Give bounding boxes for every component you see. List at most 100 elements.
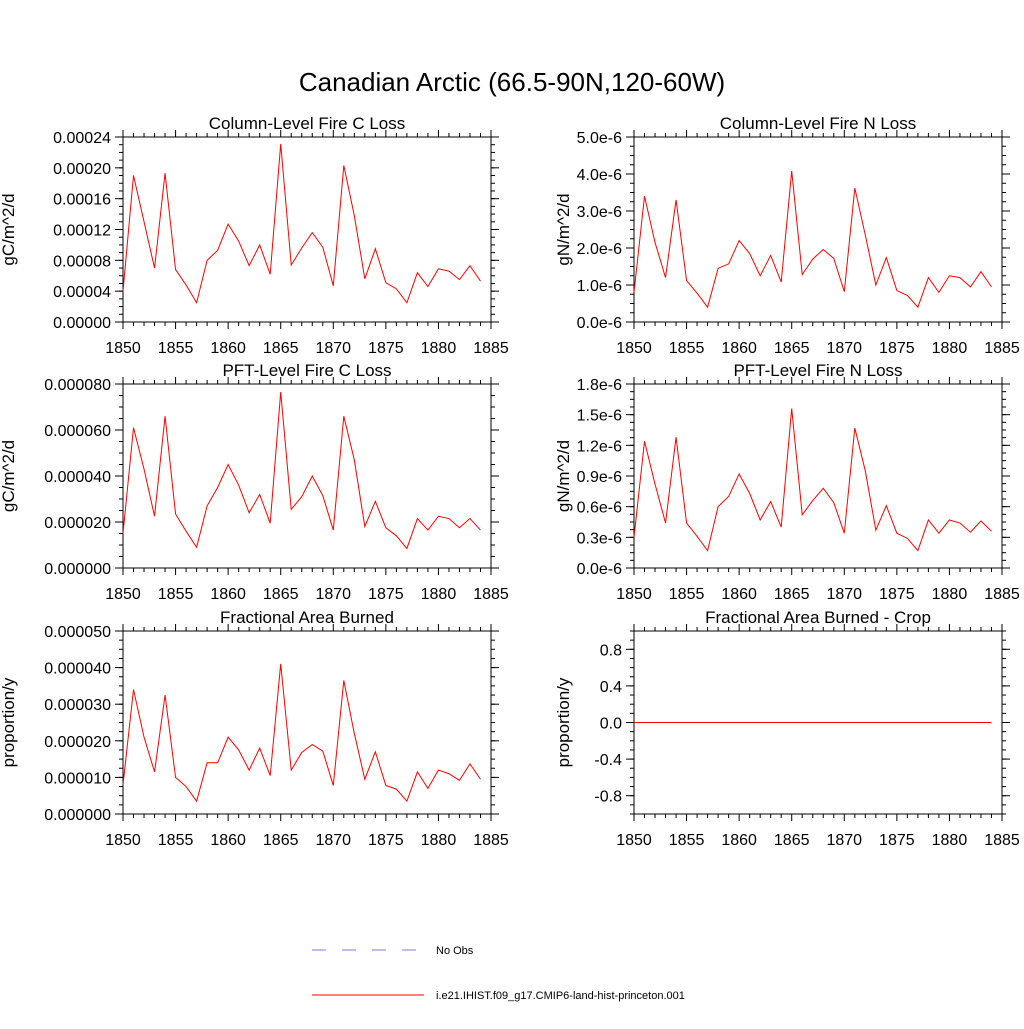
- panel-title: Column-Level Fire C Loss: [209, 114, 406, 133]
- x-tick-label: 1870: [826, 832, 862, 849]
- y-tick-label: 1.8e-6: [577, 377, 622, 394]
- x-tick-label: 1875: [879, 340, 915, 357]
- x-tick-label: 1850: [105, 832, 141, 849]
- y-tick-label: 0.000080: [44, 377, 111, 394]
- y-tick-label: 0.3e-6: [577, 530, 622, 547]
- y-tick-label: 0.00024: [53, 130, 111, 147]
- y-tick-label: 0.6e-6: [577, 500, 622, 517]
- panel-1: 1850 1855 1860 1865 1870 1875 1880 1885 0.00000 0…: [0, 114, 509, 357]
- x-tick-label: 1860: [721, 340, 757, 357]
- x-tick-label: 1880: [421, 340, 457, 357]
- y-tick-label: 0.000020: [44, 734, 111, 751]
- x-tick-label: 1860: [721, 832, 757, 849]
- panel-3: 1850 1855 1860 1865 1870 1875 1880 1885 0.000000…: [0, 361, 509, 603]
- x-tick-label: 1875: [879, 586, 915, 603]
- panel-6: 1850 1855 1860 1865 1870 1875 1880 1885 -0.8 -0.4…: [554, 608, 1020, 849]
- y-tick-label: 0.4: [600, 679, 622, 696]
- y-tick-label: 1.0e-6: [577, 278, 622, 295]
- x-tick-label: 1855: [669, 340, 705, 357]
- y-tick-label: 2.0e-6: [577, 241, 622, 258]
- x-tick-label: 1880: [932, 340, 968, 357]
- x-tick-label: 1870: [315, 832, 351, 849]
- y-tick-label: -0.8: [594, 789, 622, 806]
- series-line: [122, 392, 481, 550]
- x-tick-label: 1865: [263, 832, 299, 849]
- legend-obs-label: No Obs: [436, 945, 474, 957]
- legend: No Obs i.e21.IHIST.f09_g17.CMIP6-land-hi…: [312, 945, 685, 1002]
- x-tick-label: 1855: [158, 586, 194, 603]
- x-tick-label: 1850: [616, 832, 652, 849]
- y-axis-label: proportion/y: [0, 677, 18, 767]
- x-tick-label: 1850: [105, 586, 141, 603]
- y-tick-label: 0.000040: [44, 661, 111, 678]
- y-tick-label: 0.00004: [53, 284, 111, 301]
- x-tick-label: 1875: [368, 340, 404, 357]
- x-tick-label: 1880: [932, 832, 968, 849]
- y-tick-label: 0.000000: [44, 807, 111, 824]
- y-tick-label: 0.000000: [44, 561, 111, 578]
- x-tick-label: 1870: [826, 340, 862, 357]
- series-line: [122, 663, 481, 803]
- y-tick-label: 0.00020: [53, 161, 111, 178]
- y-tick-label: 4.0e-6: [577, 167, 622, 184]
- panel-title: Fractional Area Burned: [220, 608, 394, 627]
- x-tick-label: 1855: [158, 340, 194, 357]
- x-tick-label: 1865: [263, 586, 299, 603]
- y-tick-label: 0.000030: [44, 697, 111, 714]
- y-tick-label: 0.000020: [44, 515, 111, 532]
- x-tick-label: 1860: [210, 832, 246, 849]
- y-tick-label: 0.000060: [44, 423, 111, 440]
- y-axis-label: proportion/y: [554, 677, 573, 767]
- panel-title: PFT-Level Fire N Loss: [733, 361, 902, 380]
- y-tick-label: 0.00008: [53, 253, 111, 270]
- x-tick-label: 1875: [368, 586, 404, 603]
- y-tick-label: 0.000040: [44, 469, 111, 486]
- y-tick-label: 0.000010: [44, 770, 111, 787]
- x-tick-label: 1865: [774, 340, 810, 357]
- y-axis-label: gN/m^2/d: [554, 440, 573, 512]
- y-tick-label: 0.8: [600, 642, 622, 659]
- panels: 1850 1855 1860 1865 1870 1875 1880 18850.000000…: [0, 114, 1020, 849]
- y-axis-label: gN/m^2/d: [554, 193, 573, 265]
- legend-model-label: i.e21.IHIST.f09_g17.CMIP6-land-hist-prin…: [436, 990, 685, 1002]
- y-tick-label: 0.9e-6: [577, 469, 622, 486]
- x-tick-label: 1870: [315, 340, 351, 357]
- panel-4: 1850 1855 1860 1865 1870 1875 1880 1885 0.0e-6 0.…: [554, 361, 1020, 603]
- x-tick-label: 1860: [210, 340, 246, 357]
- panel-title: Fractional Area Burned - Crop: [705, 608, 931, 627]
- series-line: [122, 143, 481, 305]
- x-tick-label: 1855: [669, 832, 705, 849]
- x-tick-label: 1880: [421, 586, 457, 603]
- x-tick-label: 1865: [774, 832, 810, 849]
- x-tick-label: 1880: [932, 586, 968, 603]
- x-tick-label: 1885: [473, 832, 509, 849]
- panel-title: PFT-Level Fire C Loss: [222, 361, 391, 380]
- x-tick-label: 1870: [826, 586, 862, 603]
- y-tick-label: 0.0: [600, 716, 622, 733]
- y-tick-label: -0.4: [594, 752, 622, 769]
- x-tick-label: 1860: [210, 586, 246, 603]
- y-tick-label: 3.0e-6: [577, 204, 622, 221]
- panel-5: 1850 1855 1860 1865 1870 1875 1880 1885 0.000000…: [0, 608, 509, 849]
- x-tick-label: 1850: [105, 340, 141, 357]
- x-tick-label: 1865: [263, 340, 299, 357]
- x-tick-label: 1885: [984, 832, 1020, 849]
- x-tick-label: 1860: [721, 586, 757, 603]
- x-tick-label: 1875: [879, 832, 915, 849]
- y-tick-label: 0.0e-6: [577, 561, 622, 578]
- panel-title: Column-Level Fire N Loss: [720, 114, 917, 133]
- x-tick-label: 1880: [421, 832, 457, 849]
- series-line: [633, 170, 992, 309]
- x-tick-label: 1865: [774, 586, 810, 603]
- x-tick-label: 1875: [368, 832, 404, 849]
- y-tick-label: 5.0e-6: [577, 130, 622, 147]
- x-tick-label: 1850: [616, 586, 652, 603]
- x-tick-label: 1885: [473, 586, 509, 603]
- y-tick-label: 0.00012: [53, 223, 111, 240]
- y-tick-label: 0.00000: [53, 315, 111, 332]
- x-tick-label: 1885: [984, 340, 1020, 357]
- y-tick-label: 0.000050: [44, 624, 111, 641]
- x-tick-label: 1855: [669, 586, 705, 603]
